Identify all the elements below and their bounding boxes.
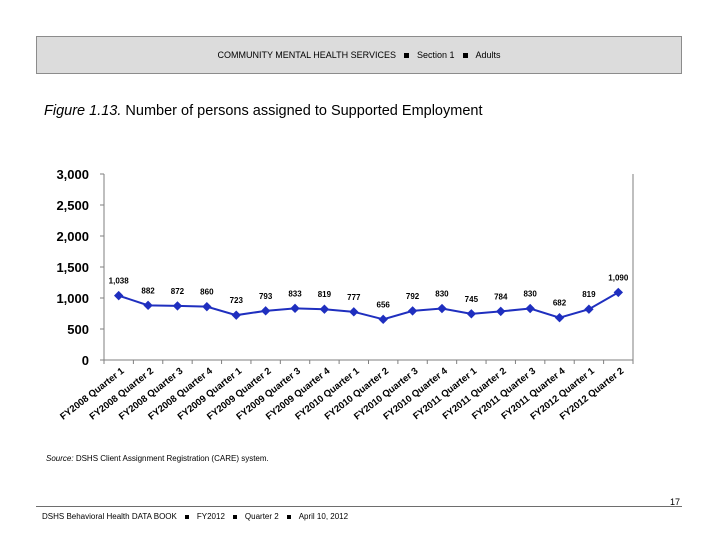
data-point (113, 290, 124, 301)
data-label: 1,090 (608, 273, 629, 282)
y-tick-label: 1,500 (56, 260, 89, 275)
data-label: 819 (582, 290, 596, 299)
data-point (466, 309, 477, 319)
data-point (290, 303, 300, 314)
separator-square-icon (286, 514, 291, 519)
data-label: 723 (230, 296, 244, 305)
header-population: Adults (475, 50, 501, 60)
page-number: 17 (669, 497, 680, 507)
data-point (584, 304, 594, 314)
y-tick-label: 500 (67, 322, 89, 337)
data-label: 830 (435, 290, 449, 299)
data-point (378, 314, 388, 325)
y-tick-label: 2,500 (56, 198, 89, 213)
data-point (349, 307, 359, 317)
data-label: 792 (406, 292, 420, 301)
separator-square-icon (403, 52, 409, 58)
y-tick-label: 0 (82, 353, 89, 368)
data-label: 656 (377, 300, 391, 309)
data-label: 777 (347, 293, 361, 302)
data-point (496, 306, 506, 317)
data-label: 784 (494, 292, 508, 301)
footer: DSHS Behavioral Health DATA BOOK FY2012 … (42, 512, 348, 521)
line-chart: 0 500 1,000 1,500 2,000 2,500 3,000 1,038 882 872… (56, 167, 634, 422)
data-label: 682 (553, 299, 567, 308)
footer-quarter: Quarter 2 (244, 512, 279, 521)
header-section: Section 1 (416, 50, 455, 60)
data-label: 860 (200, 288, 214, 297)
data-label: 872 (171, 287, 185, 296)
data-point (260, 306, 271, 316)
data-label: 1,038 (109, 277, 130, 286)
data-label: 819 (318, 290, 332, 299)
data-point (613, 287, 624, 298)
figure-caption: Number of persons assigned to Supported … (125, 103, 483, 119)
source-note: Source: DSHS Client Assignment Registrat… (46, 454, 269, 463)
data-label: 830 (523, 290, 537, 299)
data-point (554, 313, 565, 323)
header-banner: COMMUNITY MENTAL HEALTH SERVICES Section… (36, 36, 682, 74)
y-tick-label: 3,000 (56, 167, 89, 182)
footer-year: FY2012 (196, 512, 225, 521)
separator-square-icon (462, 52, 468, 58)
footer-book: DSHS Behavioral Health DATA BOOK (42, 512, 177, 521)
source-text: DSHS Client Assignment Registration (CAR… (75, 454, 269, 463)
footer-divider (36, 506, 682, 507)
separator-square-icon (184, 514, 189, 519)
series-line (118, 291, 619, 321)
y-tick-label: 1,000 (56, 291, 89, 306)
separator-square-icon (232, 514, 237, 519)
figure-number: Figure 1.13. (44, 103, 122, 119)
header-title: COMMUNITY MENTAL HEALTH SERVICES (217, 50, 396, 60)
data-point (437, 303, 447, 314)
data-label: 882 (141, 286, 155, 295)
data-label: 793 (259, 292, 273, 301)
source-prefix: Source: (46, 454, 74, 463)
data-point (231, 310, 241, 320)
data-point (143, 300, 153, 311)
data-point (407, 306, 418, 316)
data-point (525, 303, 535, 314)
data-label: 833 (288, 289, 302, 298)
data-point (202, 301, 212, 312)
data-point (172, 301, 183, 311)
data-label: 745 (465, 295, 479, 304)
figure-title: Figure 1.13. Number of persons assigned … (44, 103, 482, 119)
y-tick-label: 2,000 (56, 229, 89, 244)
footer-date: April 10, 2012 (298, 512, 349, 521)
data-point (319, 304, 330, 314)
